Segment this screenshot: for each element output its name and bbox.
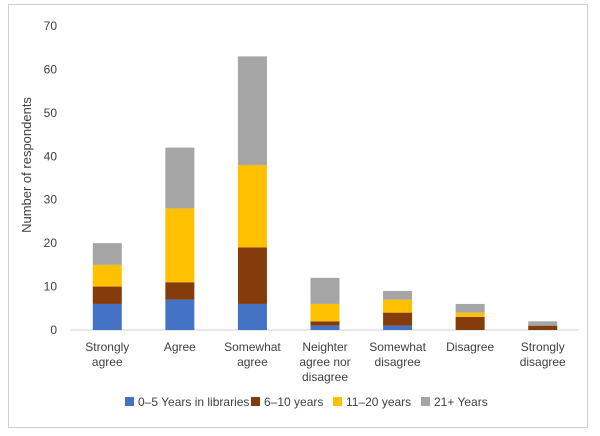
bar-segment-1-1 bbox=[92, 303, 122, 330]
legend: 0–5 Years in libraries 6–10 years 11–20 ye… bbox=[125, 395, 488, 409]
bar-segment-3-5 bbox=[383, 299, 413, 313]
y-tick-label: 50 bbox=[44, 106, 58, 120]
legend-label: 6–10 years bbox=[264, 395, 323, 409]
legend-swatch bbox=[421, 397, 430, 406]
x-category-label: Agree bbox=[164, 340, 196, 354]
bar-segment-4-5 bbox=[383, 290, 413, 300]
x-axis-labels: Strongly agree Agree Somewhat agree Neighter a… bbox=[85, 340, 566, 384]
legend-swatch bbox=[251, 397, 260, 406]
stacked-bar-chart: Number of respondents 0 10 20 30 40 50 60 70 St… bbox=[19, 19, 579, 409]
bar-segment-4-1 bbox=[92, 243, 122, 265]
bar-segment-2-3 bbox=[237, 247, 267, 304]
bar-segment-2-5 bbox=[383, 312, 413, 326]
x-category-label: Disagree bbox=[446, 340, 494, 354]
bar-segment-4-4 bbox=[310, 277, 340, 304]
bars bbox=[92, 56, 558, 330]
bar-segment-1-4 bbox=[310, 325, 340, 330]
x-category-label: Strongly disagree bbox=[520, 340, 566, 369]
y-axis-title: Number of respondents bbox=[19, 97, 34, 233]
y-tick-label: 30 bbox=[44, 193, 58, 207]
bar-segment-2-4 bbox=[310, 321, 340, 326]
bar-segment-3-6 bbox=[455, 312, 485, 317]
bar-segment-3-1 bbox=[92, 264, 122, 287]
x-category-label: Somewhat agree bbox=[224, 340, 281, 369]
x-category-label: Neighter agree nor disagree bbox=[299, 340, 350, 384]
bar-segment-4-3 bbox=[237, 56, 267, 165]
bar-segment-2-7 bbox=[528, 325, 558, 330]
bar-segment-4-2 bbox=[165, 147, 195, 209]
x-category-label: Somewhat disagree bbox=[369, 340, 426, 369]
bar-segment-2-2 bbox=[165, 282, 195, 300]
chart-area: Number of respondents 0 10 20 30 40 50 60 70 St… bbox=[8, 4, 588, 428]
legend-label: 21+ Years bbox=[434, 395, 488, 409]
x-category-label: Strongly agree bbox=[85, 340, 129, 369]
bar-segment-4-6 bbox=[455, 303, 485, 313]
bar-segment-2-1 bbox=[92, 286, 122, 304]
bar-segment-1-3 bbox=[237, 303, 267, 330]
bar-segment-2-6 bbox=[455, 316, 485, 330]
y-axis-ticks: 0 10 20 30 40 50 60 70 bbox=[44, 19, 58, 337]
bar-segment-3-3 bbox=[237, 164, 267, 248]
bar-segment-3-2 bbox=[165, 208, 195, 283]
y-tick-label: 70 bbox=[44, 19, 58, 33]
legend-label: 11–20 years bbox=[346, 395, 411, 409]
legend-label: 0–5 Years in libraries bbox=[138, 395, 249, 409]
y-tick-label: 60 bbox=[44, 62, 58, 76]
y-tick-label: 40 bbox=[44, 149, 58, 163]
bar-segment-1-2 bbox=[165, 299, 195, 330]
y-tick-label: 0 bbox=[50, 323, 57, 337]
bar-segment-4-7 bbox=[528, 321, 558, 326]
legend-swatch bbox=[125, 397, 134, 406]
y-tick-label: 10 bbox=[44, 280, 58, 294]
bar-segment-3-4 bbox=[310, 303, 340, 322]
bar-segment-1-5 bbox=[383, 325, 413, 330]
legend-swatch bbox=[333, 397, 342, 406]
y-tick-label: 20 bbox=[44, 236, 58, 250]
